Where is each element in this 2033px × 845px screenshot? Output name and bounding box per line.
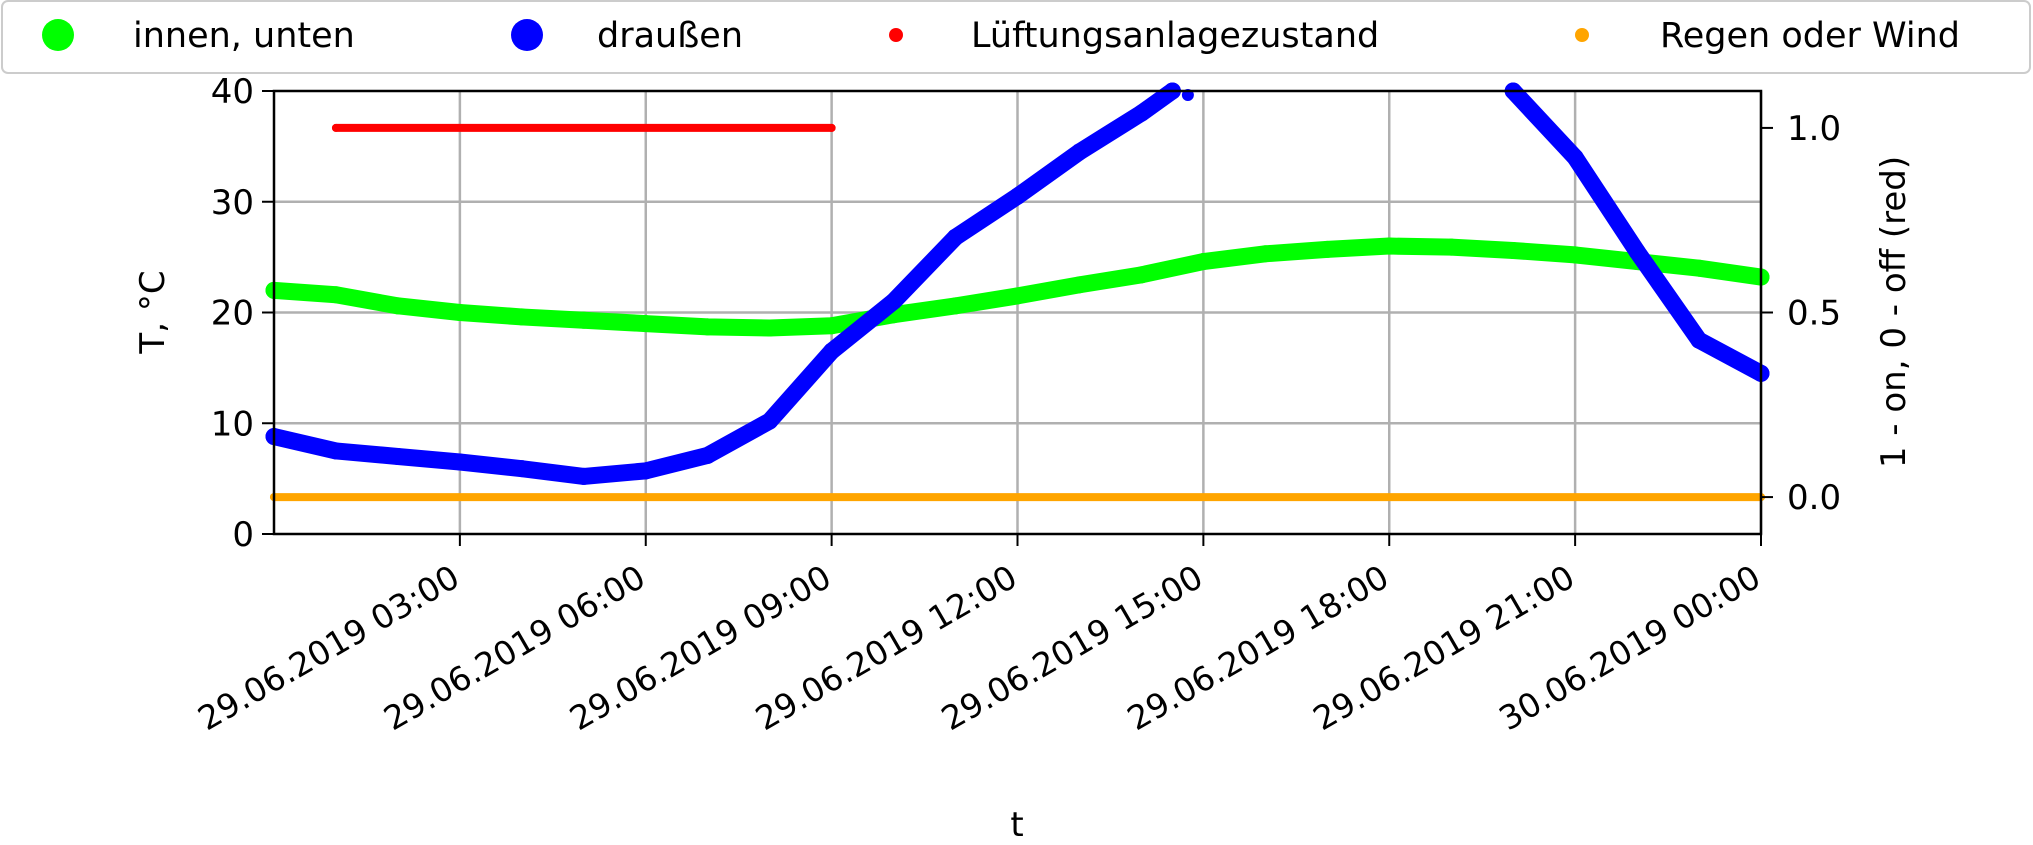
series-innen-unten [265, 237, 1770, 337]
legend: innen, unten draußen Lüftungsanlagezustand… [1, 0, 2031, 74]
data-point [1380, 237, 1398, 255]
data-point [699, 446, 717, 464]
data-point [1070, 143, 1088, 161]
data-point [1628, 243, 1646, 261]
data-point [1070, 276, 1088, 294]
y-tick-label: 30 [211, 183, 254, 223]
data-point [389, 297, 407, 315]
x-axis-label: t [1010, 805, 1023, 845]
data-point [823, 317, 841, 335]
data-point [513, 308, 531, 326]
data-point [637, 462, 655, 480]
legend-marker [1575, 28, 1589, 42]
legend-frame [1, 0, 2031, 74]
data-point [1690, 331, 1708, 349]
data-point [1690, 259, 1708, 277]
legend-marker [42, 19, 74, 51]
data-point [1442, 238, 1460, 256]
data-point [1318, 240, 1336, 258]
y-tick-label: 20 [211, 294, 254, 334]
y-axis-label: T, °C [133, 270, 173, 354]
data-point [1566, 148, 1584, 166]
series-line [265, 82, 1181, 485]
y-axis-right: 0.0 0.5 1.0 [1761, 109, 1841, 518]
data-point [947, 297, 965, 315]
legend-label: draußen [597, 16, 743, 56]
data-point [1132, 104, 1150, 122]
data-point [823, 342, 841, 360]
legend-label: Regen oder Wind [1660, 16, 1960, 56]
legend-marker [889, 28, 903, 42]
legend-label: innen, unten [133, 16, 355, 56]
legend-label: Lüftungsanlagezustand [971, 16, 1379, 56]
series-line [1504, 82, 1770, 382]
series-lüftungsanlagezustand [331, 123, 836, 132]
data-point [699, 318, 717, 336]
legend-item: Regen oder Wind [1575, 16, 1960, 56]
y-tick-label: 40 [211, 72, 254, 112]
data-point [451, 453, 469, 471]
data-point [761, 412, 779, 430]
data-point [885, 292, 903, 310]
legend-item: Lüftungsanlagezustand [889, 16, 1379, 56]
legend-item: draußen [511, 16, 743, 56]
data-point [1194, 253, 1212, 271]
data-point [389, 447, 407, 465]
y2-tick-label: 0.0 [1787, 478, 1841, 518]
data-point [761, 319, 779, 337]
y2-tick-label: 1.0 [1787, 109, 1841, 149]
y-tick-label: 0 [232, 515, 254, 555]
series-layer [265, 82, 1770, 502]
data-point [1504, 241, 1522, 259]
legend-item: innen, unten [42, 16, 355, 56]
series-draußen [265, 82, 1770, 485]
series-regen-oder-wind [270, 493, 1765, 502]
legend-marker [511, 19, 543, 51]
data-point [1256, 245, 1274, 263]
data-point [575, 311, 593, 329]
data-point [1009, 287, 1026, 305]
data-point [1566, 246, 1584, 264]
data-point [327, 442, 345, 460]
y2-tick-label: 0.5 [1787, 294, 1841, 334]
data-point [451, 304, 469, 321]
y-tick-label: 10 [211, 404, 254, 444]
data-point [575, 467, 593, 485]
data-point [327, 286, 345, 304]
y2-axis-label: 1 - on, 0 - off (red) [1874, 156, 1914, 468]
data-point [1009, 187, 1026, 205]
data-point [513, 460, 531, 478]
data-point [331, 123, 340, 132]
y-axis-left: 0 10 20 30 40 [211, 72, 274, 555]
data-point [1132, 266, 1150, 284]
data-point [947, 228, 965, 246]
data-point [637, 315, 655, 333]
data-point [827, 123, 836, 132]
